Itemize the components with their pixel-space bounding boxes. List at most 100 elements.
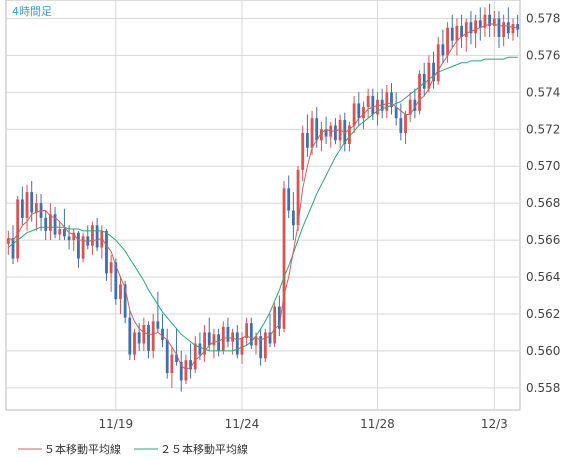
candle-body-down: [44, 217, 48, 231]
candle: [249, 317, 253, 350]
candle-body-up: [48, 214, 52, 231]
x-tick-label: 11/28: [360, 417, 395, 431]
candle-body-down: [249, 323, 253, 346]
ma25-line: [7, 56, 518, 352]
candle-body-up: [100, 230, 104, 248]
candle-body-up: [348, 125, 351, 145]
y-axis-labels: 0.558 0.560 0.562 0.564 0.566 0.568 0.570 0.572…: [526, 11, 560, 394]
y-tick-label: 0.568: [526, 196, 560, 210]
candle-body-down: [147, 325, 150, 351]
candle: [119, 277, 122, 314]
candle: [488, 3, 492, 37]
candle: [455, 18, 459, 56]
candle-body-down: [516, 24, 520, 30]
candle-body-down: [460, 25, 463, 37]
y-tick-label: 0.558: [526, 381, 560, 395]
candle-body-down: [324, 129, 328, 137]
candle-body-down: [53, 214, 57, 235]
y-tick-label: 0.564: [526, 270, 560, 284]
candle-body-down: [165, 339, 169, 374]
candle: [511, 18, 515, 41]
candle-body-up: [170, 354, 174, 374]
candle: [404, 110, 407, 145]
candle-body-up: [273, 306, 277, 344]
candle: [390, 83, 393, 115]
candle-body-down: [413, 99, 417, 111]
y-tick-label: 0.560: [526, 344, 560, 358]
candle: [474, 14, 478, 49]
candle: [394, 92, 398, 126]
candle-body-down: [226, 326, 230, 342]
candle: [203, 325, 206, 362]
candle: [385, 84, 389, 119]
candle: [268, 313, 272, 348]
candle-body-up: [254, 336, 258, 346]
candle-body-up: [455, 25, 459, 41]
candle-body-up: [109, 262, 113, 274]
candle: [263, 328, 267, 362]
grid: [6, 0, 520, 410]
y-tick-label: 0.578: [526, 11, 560, 25]
candle: [259, 328, 263, 366]
candle: [324, 116, 328, 145]
candle-body-down: [63, 229, 66, 237]
candle: [53, 206, 57, 239]
candle-body-down: [291, 210, 295, 226]
candle: [282, 180, 286, 333]
candle: [245, 317, 249, 346]
candles: [6, 3, 520, 392]
candle: [77, 230, 80, 268]
candle-body-up: [320, 129, 323, 141]
x-axis-labels: 11/19 11/24 11/28 12/3: [99, 417, 508, 431]
candle: [506, 7, 510, 39]
chart-title: 4時間足: [12, 5, 52, 18]
candle-body-up: [296, 169, 300, 226]
candle: [291, 192, 295, 241]
candle-body-up: [404, 114, 407, 133]
candle: [142, 317, 146, 351]
candle: [231, 328, 235, 355]
candle-body-up: [119, 284, 122, 300]
candle: [357, 92, 361, 126]
candle: [16, 195, 20, 263]
candle-body-up: [427, 62, 431, 89]
candle: [366, 88, 370, 119]
candle-body-up: [474, 20, 478, 34]
y-tick-label: 0.574: [526, 85, 560, 99]
candle: [44, 210, 48, 241]
candle: [6, 230, 10, 255]
candle-body-down: [235, 332, 239, 355]
candle-body-down: [488, 14, 492, 26]
candle-body-up: [6, 238, 10, 244]
candle-body-down: [95, 225, 99, 248]
candle-body-down: [128, 317, 132, 355]
candle: [436, 36, 440, 85]
candle: [156, 291, 160, 333]
candle-body-down: [432, 62, 435, 82]
candle: [305, 114, 309, 157]
candle-body-down: [20, 199, 24, 218]
candle-body-up: [58, 229, 62, 235]
candle-body-down: [207, 332, 211, 346]
candle: [432, 51, 435, 89]
candle-body-up: [408, 99, 412, 115]
candle: [376, 92, 379, 126]
y-tick-label: 0.570: [526, 159, 560, 173]
candle: [352, 96, 356, 133]
candle-body-up: [301, 132, 305, 170]
candle-body-down: [198, 343, 202, 355]
candle: [217, 328, 221, 357]
candle: [399, 103, 403, 141]
candle: [422, 62, 426, 97]
candle-body-up: [352, 103, 356, 126]
x-tick-label: 11/24: [225, 417, 260, 431]
candle-body-up: [151, 321, 155, 351]
y-tick-label: 0.572: [526, 122, 560, 136]
candle-body-down: [175, 354, 178, 362]
candle: [48, 203, 52, 241]
candle-body-down: [268, 332, 272, 344]
candle: [418, 70, 421, 115]
candle: [147, 321, 150, 359]
candle: [413, 88, 417, 119]
